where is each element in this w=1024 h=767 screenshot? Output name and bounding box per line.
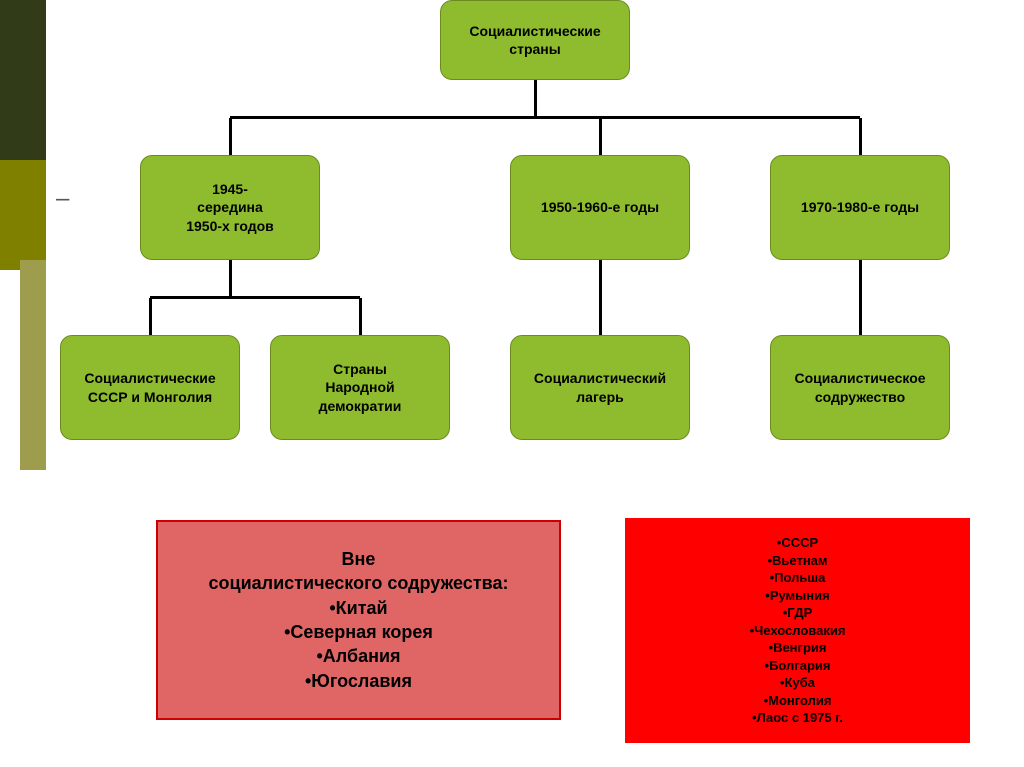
node-root: Социалистические страны [440,0,630,80]
decorative-sidebar [0,0,46,767]
panel-line: Вне [342,547,376,571]
connector [230,116,860,119]
panel-line: •СССР [777,534,818,552]
panel-line: •Монголия [764,692,832,710]
sidebar-block-dark [0,0,46,160]
panel-line: •Чехословакия [750,622,846,640]
panel-line: •Китай [329,596,387,620]
node-n2a: Социалистический лагерь [510,335,690,440]
node-n3a: Социалистическое содружество [770,335,950,440]
sidebar-block-khaki [20,260,46,470]
node-n2: 1950-1960-е годы [510,155,690,260]
connector [859,118,862,156]
panel-line: •Лаос с 1975 г. [752,709,843,727]
node-n1b: Страны Народной демократии [270,335,450,440]
panel-line: •Польша [770,569,826,587]
org-tree: Социалистические страны 1945- середина 19… [60,0,1020,510]
panel-outside-commonwealth: Внесоциалистического содружества:•Китай•… [156,520,561,720]
connector [599,118,602,156]
node-n1: 1945- середина 1950-х годов [140,155,320,260]
panel-line: социалистического содружества: [209,571,509,595]
panel-commonwealth-members: •СССР•Вьетнам•Польша•Румыния•ГДР•Чехосло… [625,518,970,743]
panel-line: •Югославия [305,669,412,693]
sidebar-block-olive [0,160,46,270]
panel-line: •Венгрия [769,639,827,657]
connector [859,260,862,335]
node-n1a: Социалистические СССР и Монголия [60,335,240,440]
connector [534,80,537,118]
connector [149,298,152,336]
panel-line: •Румыния [765,587,829,605]
node-n3: 1970-1980-е годы [770,155,950,260]
panel-line: •Куба [780,674,815,692]
connector [359,298,362,336]
panel-line: •Вьетнам [767,552,827,570]
connector [229,118,232,156]
panel-line: •Северная корея [284,620,433,644]
connector [150,296,360,299]
panel-line: •Болгария [765,657,831,675]
panel-line: •ГДР [783,604,813,622]
panel-line: •Албания [316,644,400,668]
connector [599,260,602,335]
connector [229,260,232,298]
